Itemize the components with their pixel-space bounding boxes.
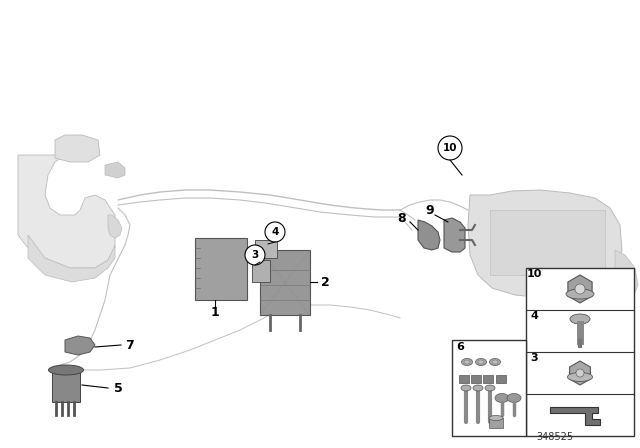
Ellipse shape [490,358,500,366]
Bar [526,268,634,436]
Circle shape [576,369,584,377]
Bar [489,418,503,428]
Ellipse shape [464,360,470,364]
Ellipse shape [485,385,495,391]
Text: 10: 10 [526,269,541,279]
Text: 348525: 348525 [536,432,573,442]
FancyBboxPatch shape [252,260,270,282]
Polygon shape [568,275,592,303]
Ellipse shape [473,385,483,391]
Ellipse shape [49,365,83,375]
Polygon shape [570,361,590,385]
Polygon shape [55,135,100,162]
Polygon shape [444,218,465,252]
Polygon shape [105,162,125,178]
Ellipse shape [461,358,472,366]
Text: 4: 4 [271,227,278,237]
FancyBboxPatch shape [255,240,277,258]
Polygon shape [18,155,115,268]
Text: 7: 7 [125,339,134,352]
Bar [496,375,506,383]
Bar [452,340,526,436]
Polygon shape [65,336,95,355]
Text: 2: 2 [321,276,330,289]
Text: 5: 5 [114,382,122,395]
Bar [490,210,605,275]
Text: 8: 8 [397,211,406,224]
Ellipse shape [478,360,484,364]
Text: 10: 10 [443,143,457,153]
FancyBboxPatch shape [195,238,247,300]
Polygon shape [28,235,115,282]
Polygon shape [590,250,638,308]
Polygon shape [260,250,310,315]
Polygon shape [108,215,122,238]
Ellipse shape [476,358,486,366]
Ellipse shape [570,314,590,324]
Ellipse shape [507,393,521,402]
Circle shape [265,222,285,242]
Text: 6: 6 [456,342,464,352]
Ellipse shape [492,360,498,364]
Bar [459,375,469,383]
Text: 9: 9 [426,203,435,216]
Ellipse shape [568,372,593,382]
Polygon shape [468,190,622,298]
Polygon shape [550,407,600,425]
Ellipse shape [461,385,471,391]
Text: 1: 1 [211,306,220,319]
Bar [483,375,493,383]
Polygon shape [418,220,440,250]
Ellipse shape [566,289,594,299]
Text: 4: 4 [530,311,538,321]
Circle shape [438,136,462,160]
Text: 3: 3 [252,250,259,260]
Bar [52,370,80,402]
Ellipse shape [495,393,509,402]
Circle shape [245,245,265,265]
Bar [471,375,481,383]
Ellipse shape [489,415,503,421]
Circle shape [575,284,585,294]
Text: 3: 3 [530,353,538,363]
